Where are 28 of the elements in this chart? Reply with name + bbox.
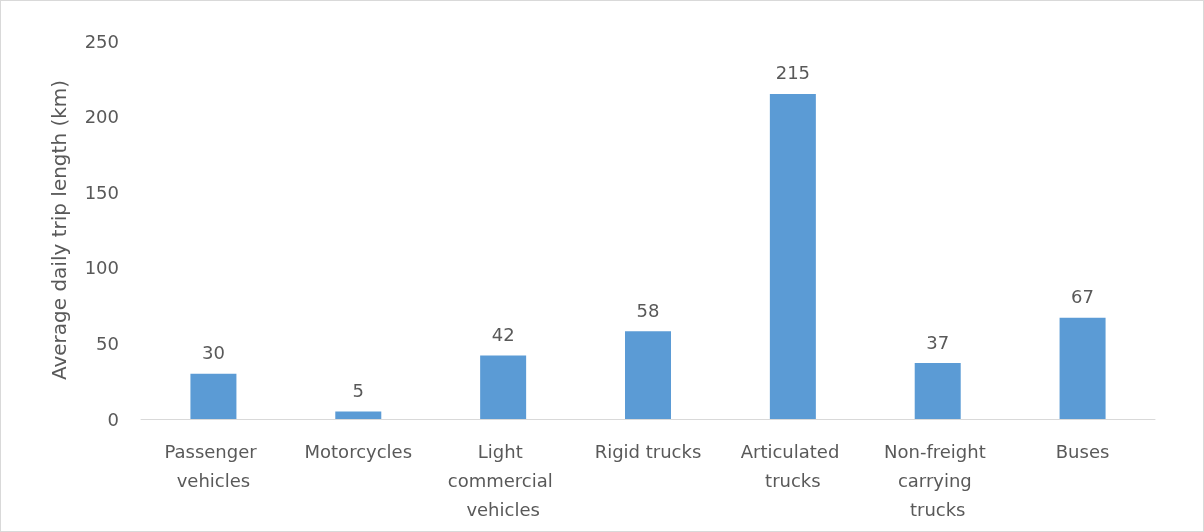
y-tick-label: 50	[96, 332, 119, 354]
data-label: 215	[775, 62, 811, 84]
data-label: 58	[636, 299, 660, 321]
x-tick-label: Rigid trucks	[594, 441, 702, 462]
bar	[190, 373, 237, 419]
x-tick-label: Articulated trucks	[740, 441, 846, 491]
bar	[480, 355, 527, 419]
y-tick-label: 100	[84, 257, 119, 279]
y-tick-label: 150	[84, 181, 119, 203]
x-tick-label: Non-freight carrying trucks	[884, 441, 992, 520]
y-tick-label: 0	[107, 408, 119, 430]
y-axis-title: Average daily trip length (km)	[47, 79, 71, 381]
data-label: 67	[1071, 286, 1095, 308]
x-tick-label: Light commercial vehicles	[447, 441, 559, 520]
bar	[914, 363, 961, 419]
x-tick-label: Buses	[1055, 441, 1110, 462]
data-label: 37	[926, 331, 950, 353]
y-tick-label: 250	[84, 30, 119, 52]
x-tick-label: Passenger vehicles	[164, 441, 263, 491]
bar	[335, 411, 382, 419]
data-label: 5	[352, 379, 365, 401]
bar	[625, 331, 671, 419]
bar	[1059, 317, 1106, 419]
bar	[769, 93, 816, 419]
y-tick-label: 200	[84, 106, 119, 128]
data-label: 42	[491, 324, 515, 345]
data-label: 30	[201, 342, 225, 364]
x-tick-label: Motorcycles	[304, 441, 413, 462]
